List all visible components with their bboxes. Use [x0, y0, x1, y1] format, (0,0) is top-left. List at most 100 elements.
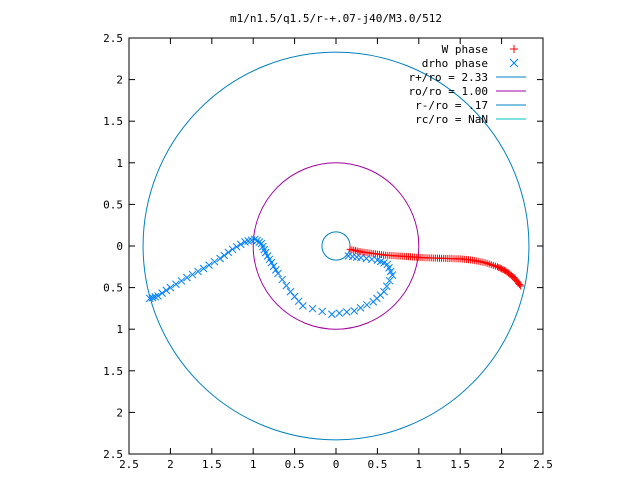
- data-markers: [145, 235, 525, 319]
- y-tick-label: 2.5: [103, 448, 123, 461]
- reference-circles: [142, 51, 530, 441]
- legend-label: drho phase: [422, 57, 488, 70]
- axis-ticks: 2.5 2 1.5 1 0.5 0 0.5 1 1.5 2 2.52.521.510.500.511…: [103, 32, 553, 471]
- y-tick-label: 1.5: [103, 365, 123, 378]
- w-phase-point: [517, 282, 525, 290]
- drho-phase-point: [282, 281, 291, 290]
- x-stroke: [236, 240, 245, 249]
- x-tick-label: 2: [167, 458, 174, 471]
- x-tick-label: 1.5: [450, 458, 470, 471]
- x-stroke: [199, 264, 208, 273]
- x-stroke: [166, 283, 175, 292]
- x-stroke: [308, 304, 317, 313]
- drho-phase-point: [188, 270, 197, 279]
- x-stroke: [356, 253, 365, 262]
- drho-phase-point: [356, 303, 365, 312]
- legend-label: r+/ro = 2.33: [409, 71, 488, 84]
- x-stroke: [216, 254, 224, 263]
- x-stroke: [251, 235, 259, 244]
- drho-phase-point: [344, 252, 353, 260]
- drho-phase-point: [166, 283, 175, 292]
- x-stroke: [286, 287, 295, 296]
- drho-phase-point: [220, 251, 229, 260]
- drho-phase-point: [148, 293, 157, 302]
- x-stroke: [259, 242, 267, 251]
- x-stroke: [363, 300, 371, 309]
- drho-phase-point: [151, 292, 160, 301]
- drho-phase-point: [299, 302, 307, 310]
- x-stroke: [376, 257, 385, 266]
- y-tick-label: 1.5: [103, 115, 123, 128]
- x-tick-label: 1: [415, 458, 422, 471]
- x-stroke: [348, 252, 357, 261]
- x-stroke: [380, 259, 388, 267]
- legend-item: r+/ro = 2.33: [409, 71, 526, 84]
- x-stroke: [267, 258, 276, 267]
- x-stroke: [318, 307, 327, 316]
- drho-phase-point: [385, 276, 394, 285]
- x-stroke: [386, 267, 395, 276]
- legend-item: rc/ro = NaN: [415, 113, 526, 126]
- drho-phase-point: [232, 242, 241, 251]
- drho-phase-point: [183, 273, 191, 282]
- x-stroke: [352, 253, 361, 261]
- drho-phase-point: [382, 282, 391, 291]
- drho-phase-point: [255, 238, 264, 246]
- x-tick-label: 0.5: [367, 458, 387, 471]
- y-tick-label: 2: [116, 406, 123, 419]
- drho-phase-point: [251, 235, 259, 244]
- circle-r: [321, 231, 351, 261]
- x-stroke: [278, 275, 287, 284]
- drho-phase-point: [318, 307, 327, 316]
- x-tick-label: 2: [498, 458, 505, 471]
- drho-phase-point: [274, 269, 282, 278]
- x-stroke: [145, 294, 154, 303]
- drho-phase-point: [328, 310, 336, 319]
- x-stroke: [162, 286, 171, 295]
- legend-swatch: [509, 58, 519, 68]
- legend-item: r-/ro = .17: [415, 99, 526, 112]
- y-tick-label: 2: [116, 74, 123, 87]
- circle-r: [142, 51, 530, 441]
- x-stroke: [335, 309, 344, 317]
- x-stroke: [271, 265, 280, 274]
- x-stroke: [382, 282, 391, 291]
- x-stroke: [205, 261, 213, 269]
- legend-label: ro/ro = 1.00: [409, 85, 488, 98]
- drho-phase-point: [228, 245, 237, 254]
- x-tick-label: 2.5: [119, 458, 139, 471]
- x-stroke: [148, 293, 157, 302]
- y-tick-label: 0.5: [103, 198, 123, 211]
- x-stroke: [220, 251, 229, 260]
- legend-item: W phase: [442, 43, 518, 56]
- x-stroke: [172, 280, 180, 289]
- legend-label: r-/ro = .17: [415, 99, 488, 112]
- drho-phase-point: [210, 257, 219, 266]
- x-stroke: [342, 308, 351, 316]
- drho-phase-point: [269, 262, 278, 271]
- y-tick-label: 2.5: [103, 32, 123, 45]
- legend-item: drho phase: [422, 57, 519, 70]
- drho-phase-point: [205, 261, 213, 269]
- drho-phase-point: [158, 289, 166, 298]
- x-stroke: [388, 271, 397, 279]
- drho-phase-point: [335, 309, 344, 317]
- drho-phase-point: [308, 304, 317, 313]
- x-stroke: [294, 297, 303, 306]
- x-stroke: [344, 252, 353, 260]
- legend-label: W phase: [442, 43, 488, 56]
- x-tick-label: 0.5: [285, 458, 305, 471]
- drho-phase-point: [278, 275, 287, 284]
- x-stroke: [299, 302, 307, 310]
- x-tick-label: 2.5: [533, 458, 553, 471]
- legend-label: rc/ro = NaN: [415, 113, 488, 126]
- y-tick-label: 1: [116, 157, 123, 170]
- x-stroke: [257, 239, 266, 248]
- drho-phase-point: [172, 280, 180, 289]
- x-stroke: [224, 248, 233, 257]
- drho-phase-point: [216, 254, 224, 263]
- x-stroke: [274, 269, 282, 278]
- drho-phase-point: [350, 307, 359, 315]
- drho-phase-point: [224, 248, 233, 257]
